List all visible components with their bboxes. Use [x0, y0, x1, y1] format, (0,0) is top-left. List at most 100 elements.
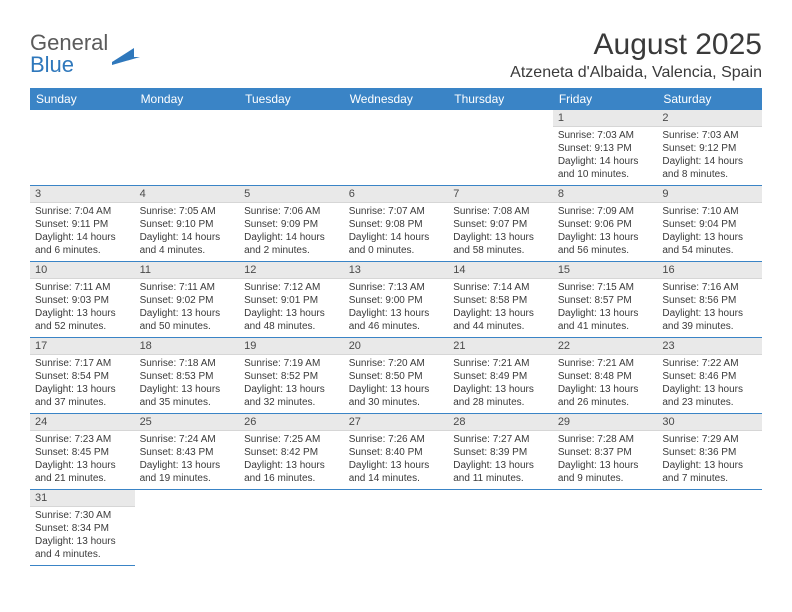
calendar-cell: 19Sunrise: 7:19 AMSunset: 8:52 PMDayligh… — [239, 338, 344, 414]
day-body: Sunrise: 7:12 AMSunset: 9:01 PMDaylight:… — [239, 279, 344, 337]
calendar-cell: 4Sunrise: 7:05 AMSunset: 9:10 PMDaylight… — [135, 186, 240, 262]
day-number: 27 — [344, 414, 449, 431]
sunset-line: Sunset: 9:10 PM — [140, 218, 235, 231]
sunset-line: Sunset: 8:36 PM — [662, 446, 757, 459]
calendar-cell: 8Sunrise: 7:09 AMSunset: 9:06 PMDaylight… — [553, 186, 658, 262]
daylight-line: Daylight: 13 hours and 9 minutes. — [558, 459, 653, 485]
calendar-cell: 30Sunrise: 7:29 AMSunset: 8:36 PMDayligh… — [657, 414, 762, 490]
sunset-line: Sunset: 9:00 PM — [349, 294, 444, 307]
day-number: 8 — [553, 186, 658, 203]
day-number: 7 — [448, 186, 553, 203]
daylight-line: Daylight: 13 hours and 39 minutes. — [662, 307, 757, 333]
calendar-cell: 25Sunrise: 7:24 AMSunset: 8:43 PMDayligh… — [135, 414, 240, 490]
daylight-line: Daylight: 14 hours and 6 minutes. — [35, 231, 130, 257]
logo-text: General Blue — [30, 32, 108, 76]
calendar-cell: 2Sunrise: 7:03 AMSunset: 9:12 PMDaylight… — [657, 110, 762, 186]
calendar-cell: 22Sunrise: 7:21 AMSunset: 8:48 PMDayligh… — [553, 338, 658, 414]
daylight-line: Daylight: 13 hours and 54 minutes. — [662, 231, 757, 257]
calendar-row: 1Sunrise: 7:03 AMSunset: 9:13 PMDaylight… — [30, 110, 762, 186]
sunrise-line: Sunrise: 7:30 AM — [35, 509, 130, 522]
day-number: 20 — [344, 338, 449, 355]
weekday-header: Thursday — [448, 88, 553, 110]
daylight-line: Daylight: 14 hours and 2 minutes. — [244, 231, 339, 257]
sunrise-line: Sunrise: 7:07 AM — [349, 205, 444, 218]
day-number: 28 — [448, 414, 553, 431]
day-number: 11 — [135, 262, 240, 279]
sunrise-line: Sunrise: 7:10 AM — [662, 205, 757, 218]
day-body: Sunrise: 7:18 AMSunset: 8:53 PMDaylight:… — [135, 355, 240, 413]
sunset-line: Sunset: 9:07 PM — [453, 218, 548, 231]
sunset-line: Sunset: 9:01 PM — [244, 294, 339, 307]
calendar-row: 17Sunrise: 7:17 AMSunset: 8:54 PMDayligh… — [30, 338, 762, 414]
calendar-cell: 21Sunrise: 7:21 AMSunset: 8:49 PMDayligh… — [448, 338, 553, 414]
day-number: 14 — [448, 262, 553, 279]
calendar-cell — [344, 490, 449, 566]
calendar-cell: 18Sunrise: 7:18 AMSunset: 8:53 PMDayligh… — [135, 338, 240, 414]
sunrise-line: Sunrise: 7:16 AM — [662, 281, 757, 294]
flag-icon — [112, 48, 140, 66]
sunrise-line: Sunrise: 7:22 AM — [662, 357, 757, 370]
day-number: 10 — [30, 262, 135, 279]
sunrise-line: Sunrise: 7:29 AM — [662, 433, 757, 446]
calendar-cell: 3Sunrise: 7:04 AMSunset: 9:11 PMDaylight… — [30, 186, 135, 262]
daylight-line: Daylight: 13 hours and 4 minutes. — [35, 535, 130, 561]
calendar-cell: 7 Sunrise: 7:08 AMSunset: 9:07 PMDaylight… — [448, 186, 553, 262]
sunrise-line: Sunrise: 7:25 AM — [244, 433, 339, 446]
daylight-line: Daylight: 13 hours and 11 minutes. — [453, 459, 548, 485]
location: Atzeneta d'Albaida, Valencia, Spain — [510, 64, 762, 82]
day-body: Sunrise: 7:16 AMSunset: 8:56 PMDaylight:… — [657, 279, 762, 337]
day-number: 1 — [553, 110, 658, 127]
day-number: 23 — [657, 338, 762, 355]
sunset-line: Sunset: 8:45 PM — [35, 446, 130, 459]
calendar-cell: 20Sunrise: 7:20 AMSunset: 8:50 PMDayligh… — [344, 338, 449, 414]
calendar-cell: 6Sunrise: 7:07 AMSunset: 9:08 PMDaylight… — [344, 186, 449, 262]
sunrise-line: Sunrise: 7:04 AM — [35, 205, 130, 218]
day-body: Sunrise: 7:14 AMSunset: 8:58 PMDaylight:… — [448, 279, 553, 337]
day-number: 21 — [448, 338, 553, 355]
day-number: 30 — [657, 414, 762, 431]
sunrise-line: Sunrise: 7:08 AM — [453, 205, 548, 218]
day-number: 4 — [135, 186, 240, 203]
day-body: Sunrise: 7:29 AMSunset: 8:36 PMDaylight:… — [657, 431, 762, 489]
daylight-line: Daylight: 13 hours and 26 minutes. — [558, 383, 653, 409]
calendar-cell: 14Sunrise: 7:14 AMSunset: 8:58 PMDayligh… — [448, 262, 553, 338]
sunrise-line: Sunrise: 7:03 AM — [662, 129, 757, 142]
sunset-line: Sunset: 9:13 PM — [558, 142, 653, 155]
weekday-header: Monday — [135, 88, 240, 110]
calendar-cell — [30, 110, 135, 186]
daylight-line: Daylight: 13 hours and 58 minutes. — [453, 231, 548, 257]
day-body: Sunrise: 7:17 AMSunset: 8:54 PMDaylight:… — [30, 355, 135, 413]
day-body: Sunrise: 7:19 AMSunset: 8:52 PMDaylight:… — [239, 355, 344, 413]
sunset-line: Sunset: 9:08 PM — [349, 218, 444, 231]
day-number: 9 — [657, 186, 762, 203]
sunrise-line: Sunrise: 7:03 AM — [558, 129, 653, 142]
day-number: 24 — [30, 414, 135, 431]
calendar-cell — [344, 110, 449, 186]
day-body: Sunrise: 7:05 AMSunset: 9:10 PMDaylight:… — [135, 203, 240, 261]
calendar-cell: 11Sunrise: 7:11 AMSunset: 9:02 PMDayligh… — [135, 262, 240, 338]
sunset-line: Sunset: 8:50 PM — [349, 370, 444, 383]
day-number: 12 — [239, 262, 344, 279]
day-body: Sunrise: 7:22 AMSunset: 8:46 PMDaylight:… — [657, 355, 762, 413]
sunrise-line: Sunrise: 7:14 AM — [453, 281, 548, 294]
daylight-line: Daylight: 14 hours and 10 minutes. — [558, 155, 653, 181]
sunrise-line: Sunrise: 7:11 AM — [140, 281, 235, 294]
sunrise-line: Sunrise: 7:23 AM — [35, 433, 130, 446]
sunrise-line: Sunrise: 7:21 AM — [453, 357, 548, 370]
logo: General Blue — [30, 32, 140, 76]
weekday-header: Sunday — [30, 88, 135, 110]
day-number: 5 — [239, 186, 344, 203]
sunrise-line: Sunrise: 7:09 AM — [558, 205, 653, 218]
daylight-line: Daylight: 13 hours and 56 minutes. — [558, 231, 653, 257]
day-body: Sunrise: 7:30 AMSunset: 8:34 PMDaylight:… — [30, 507, 135, 565]
day-body: Sunrise: 7:06 AMSunset: 9:09 PMDaylight:… — [239, 203, 344, 261]
sunrise-line: Sunrise: 7:27 AM — [453, 433, 548, 446]
day-number: 13 — [344, 262, 449, 279]
calendar-cell — [657, 490, 762, 566]
day-body: Sunrise: 7:15 AMSunset: 8:57 PMDaylight:… — [553, 279, 658, 337]
calendar-cell — [135, 110, 240, 186]
day-number: 6 — [344, 186, 449, 203]
daylight-line: Daylight: 13 hours and 23 minutes. — [662, 383, 757, 409]
sunrise-line: Sunrise: 7:28 AM — [558, 433, 653, 446]
day-body: Sunrise: 7:24 AMSunset: 8:43 PMDaylight:… — [135, 431, 240, 489]
